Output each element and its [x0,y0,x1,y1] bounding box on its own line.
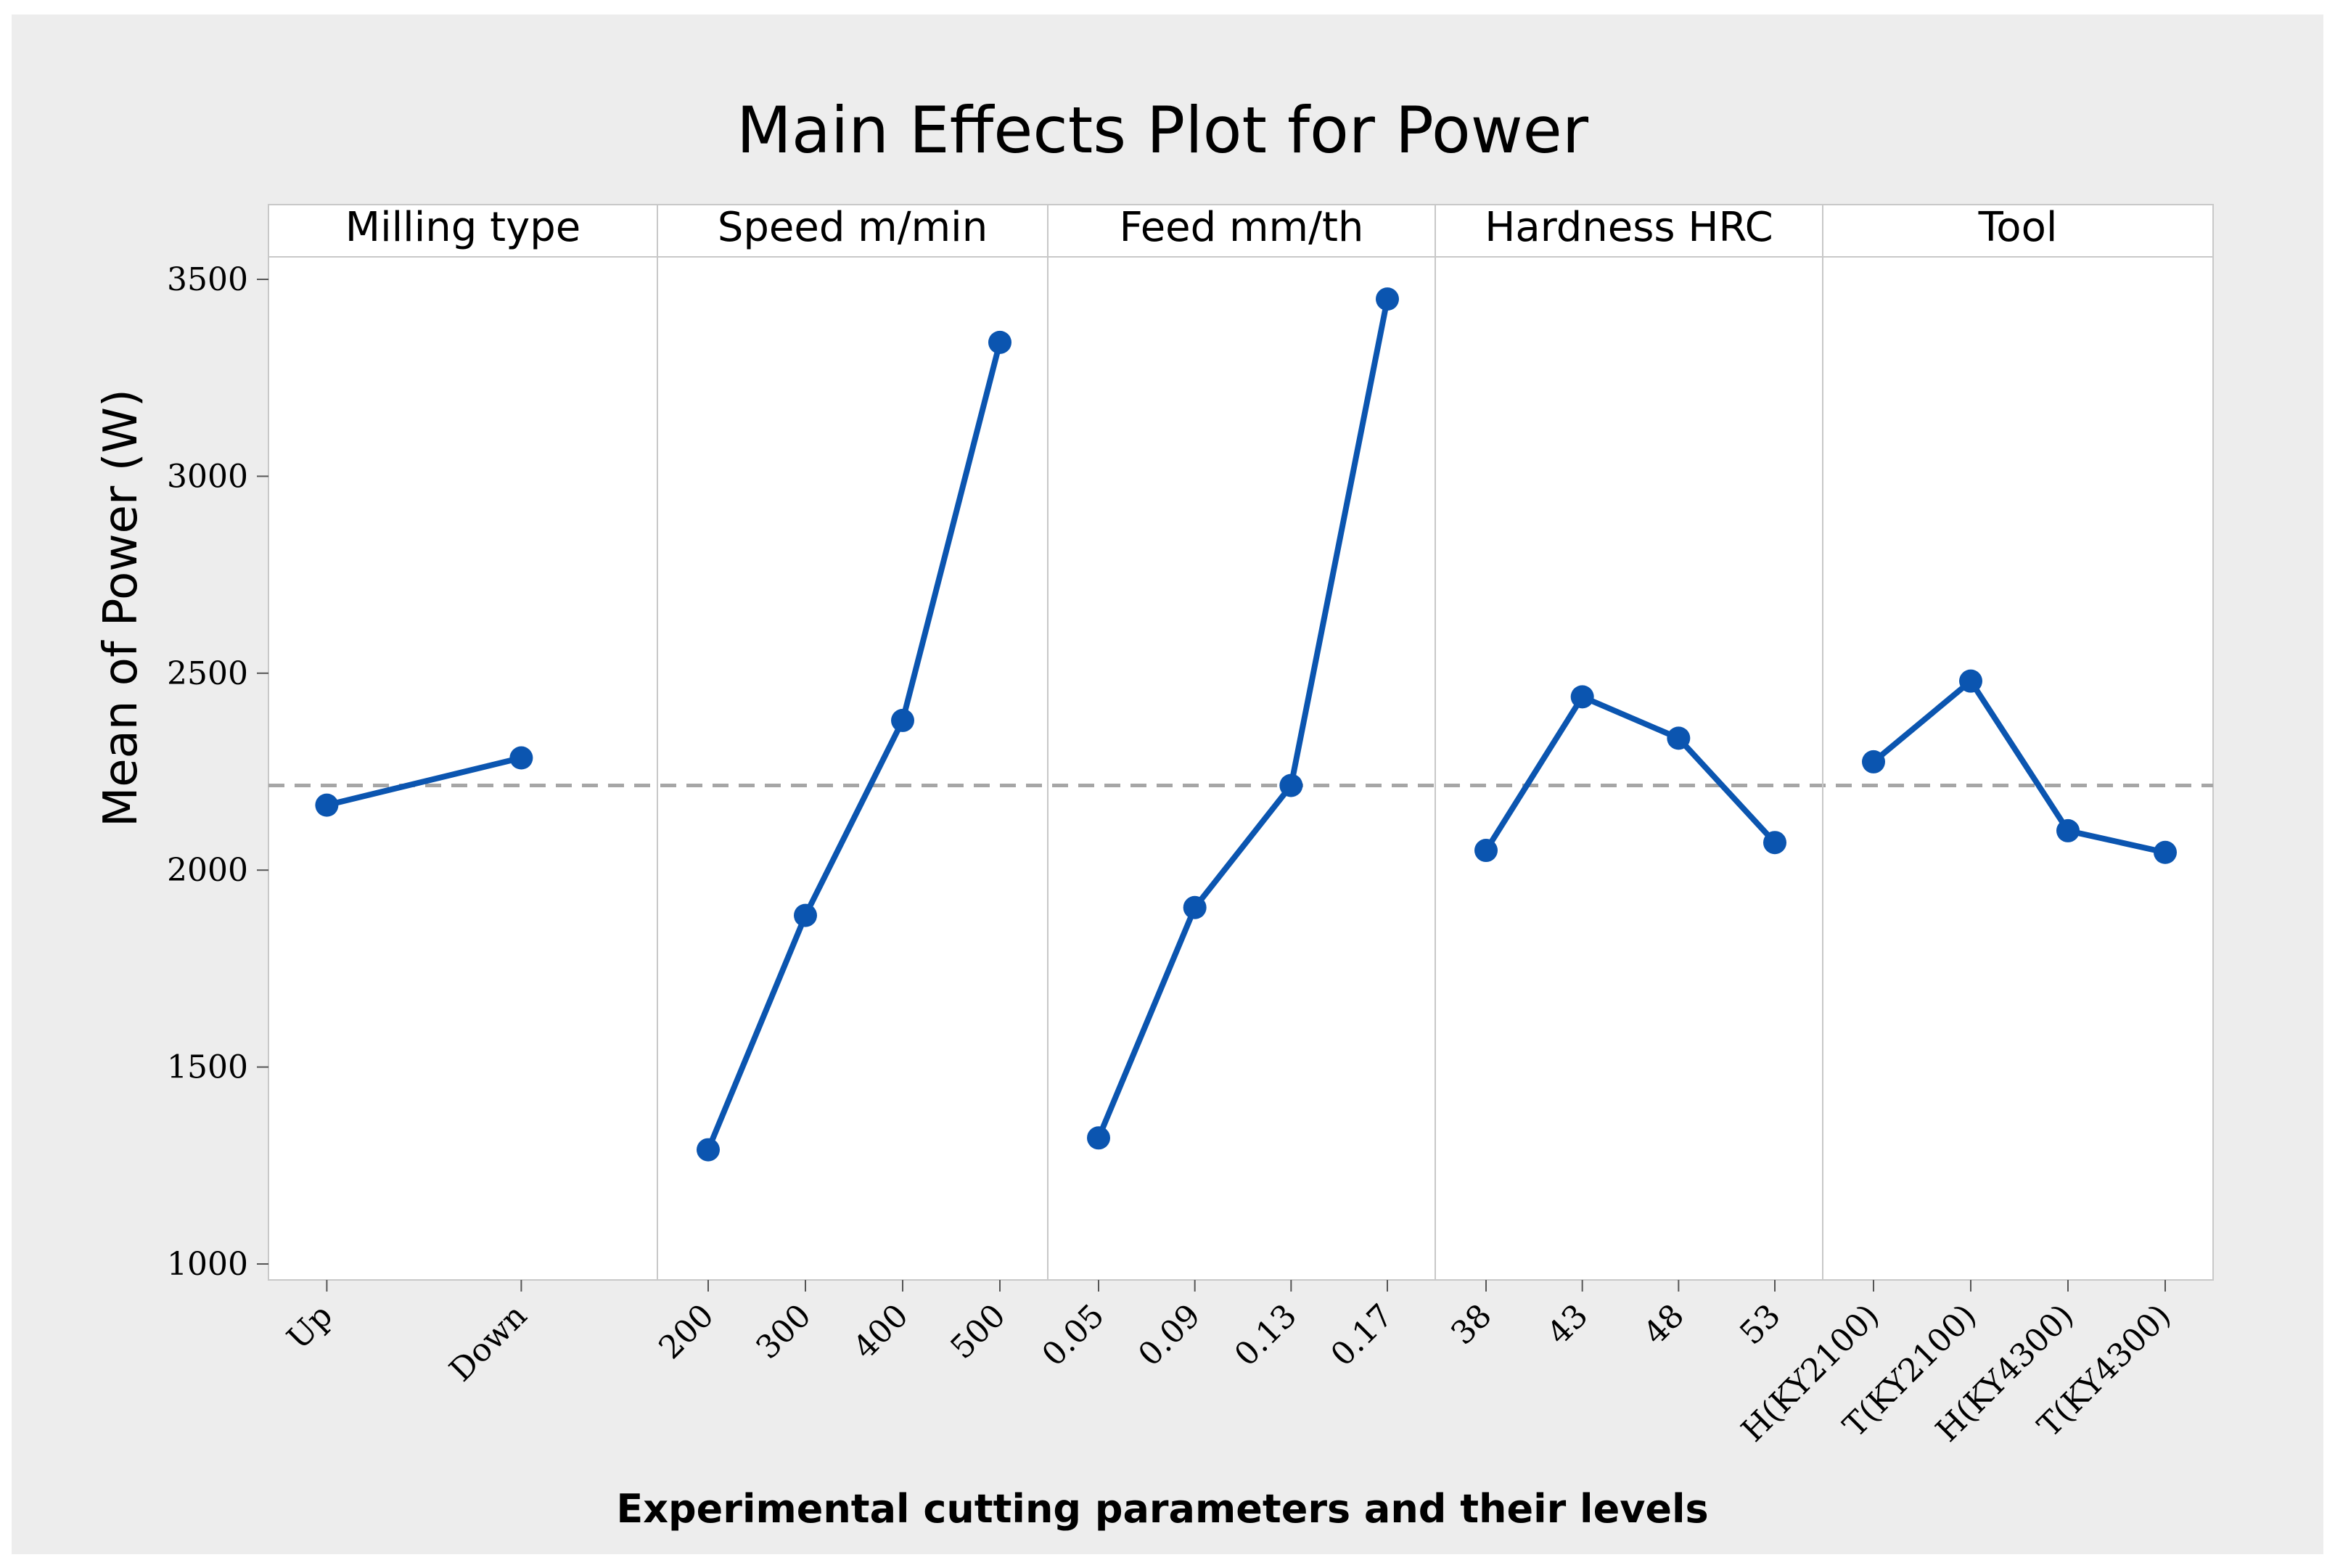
x-tick-label: Up [280,1297,340,1357]
panel-label: Milling type [345,204,581,251]
y-tick-label: 3000 [167,458,248,495]
x-tick-label: 38 [1444,1297,1499,1352]
x-tick-label: 200 [652,1297,721,1366]
data-point [1667,726,1691,750]
data-point [1570,685,1594,709]
data-point [891,708,914,732]
data-point [509,746,533,770]
data-point [1763,831,1786,855]
data-point [2154,840,2177,864]
series-line [1871,678,2166,855]
chart-title: Main Effects Plot for Power [736,93,1589,168]
y-tick-label: 1500 [167,1049,248,1086]
x-tick-label: 43 [1540,1297,1596,1352]
y-tick-label: 3500 [167,261,248,298]
plot-area [268,204,2214,1281]
y-tick-label: 2500 [167,655,248,692]
y-tick-label: 2000 [167,852,248,889]
chart-frame: Main Effects Plot for Power Mean of Powe… [12,15,2323,1554]
series-line [1096,298,1390,1139]
panel-label: Speed m/min [718,204,988,251]
x-tick-label: Down [443,1297,534,1389]
series-line [1483,694,1777,853]
plot-layer: 1000 1500 2000 2500 3000 3500 Milling type Up Do… [167,204,2214,1449]
data-point [1959,669,1982,693]
x-tick-label: 0.09 [1131,1297,1207,1374]
data-point [1474,839,1498,863]
x-tick-label: 0.13 [1228,1297,1304,1374]
data-point [1183,895,1207,919]
x-tick-label: 0.05 [1035,1297,1111,1374]
panel-label: Tool [1978,204,2058,251]
series-line [326,755,522,808]
data-point [2056,818,2080,842]
main-effects-chart: Main Effects Plot for Power Mean of Powe… [94,93,2214,1532]
x-tick-label: 500 [943,1297,1012,1366]
x-axis-label: Experimental cutting parameters and thei… [616,1486,1708,1532]
series-line [705,341,1003,1152]
panel-label: Feed mm/th [1120,204,1364,251]
x-tick-label: 400 [846,1297,915,1366]
y-axis-label: Mean of Power (W) [94,389,148,827]
data-point [1862,750,1885,773]
data-point [1376,287,1399,311]
data-point [988,330,1011,354]
data-point [1087,1126,1110,1150]
data-point [1279,773,1303,797]
x-tick-label: 48 [1636,1297,1691,1352]
data-point [315,793,339,817]
x-tick-label: 53 [1733,1297,1788,1352]
x-tick-label: 300 [749,1297,818,1366]
x-tick-label: 0.17 [1324,1297,1400,1374]
y-tick-label: 1000 [167,1246,248,1283]
panel-label: Hardness HRC [1485,204,1773,251]
data-point [697,1138,720,1162]
data-point [794,903,817,927]
